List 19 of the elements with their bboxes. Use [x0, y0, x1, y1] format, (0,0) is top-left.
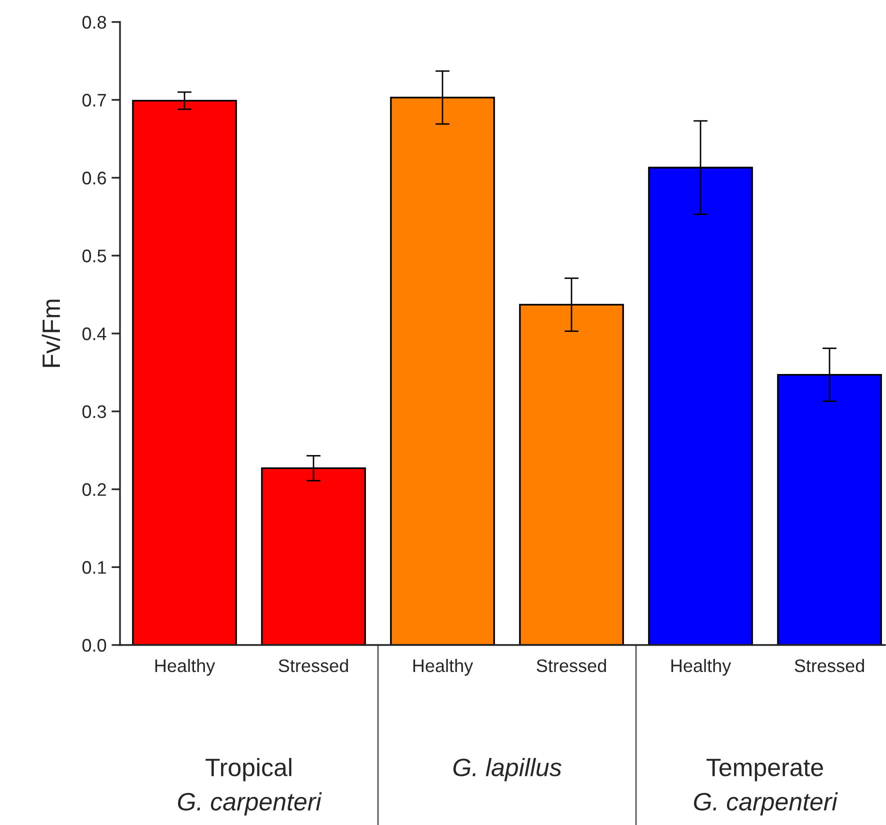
- x-tick-label: Stressed: [536, 658, 606, 672]
- y-tick-label: 0.5: [82, 250, 106, 262]
- text: Temperate G. carpenteri: [694, 758, 838, 816]
- text: Tropical G. carpenteri: [178, 758, 322, 816]
- y-axis-title: Fv/Fm: [42, 300, 60, 367]
- y-tick-label: 0.1: [82, 561, 106, 574]
- x-tick-label: Stressed: [794, 658, 864, 672]
- text: G. lapillus: [453, 758, 562, 782]
- y-tick-label: 0.2: [82, 483, 106, 496]
- y-tick-label: 0.6: [82, 172, 106, 184]
- y-tick-label: 0.0: [82, 638, 106, 652]
- x-tick-label: Stressed: [278, 658, 348, 672]
- y-tick-label: 0.7: [82, 94, 106, 107]
- x-tick-label: Healthy: [155, 658, 216, 676]
- y-tick-label: 0.4: [82, 327, 106, 340]
- y-tick-label: 0.8: [82, 16, 106, 29]
- y-tick-label: 0.3: [82, 405, 106, 418]
- x-tick-label: Healthy: [413, 658, 474, 676]
- x-tick-label: Healthy: [671, 658, 732, 676]
